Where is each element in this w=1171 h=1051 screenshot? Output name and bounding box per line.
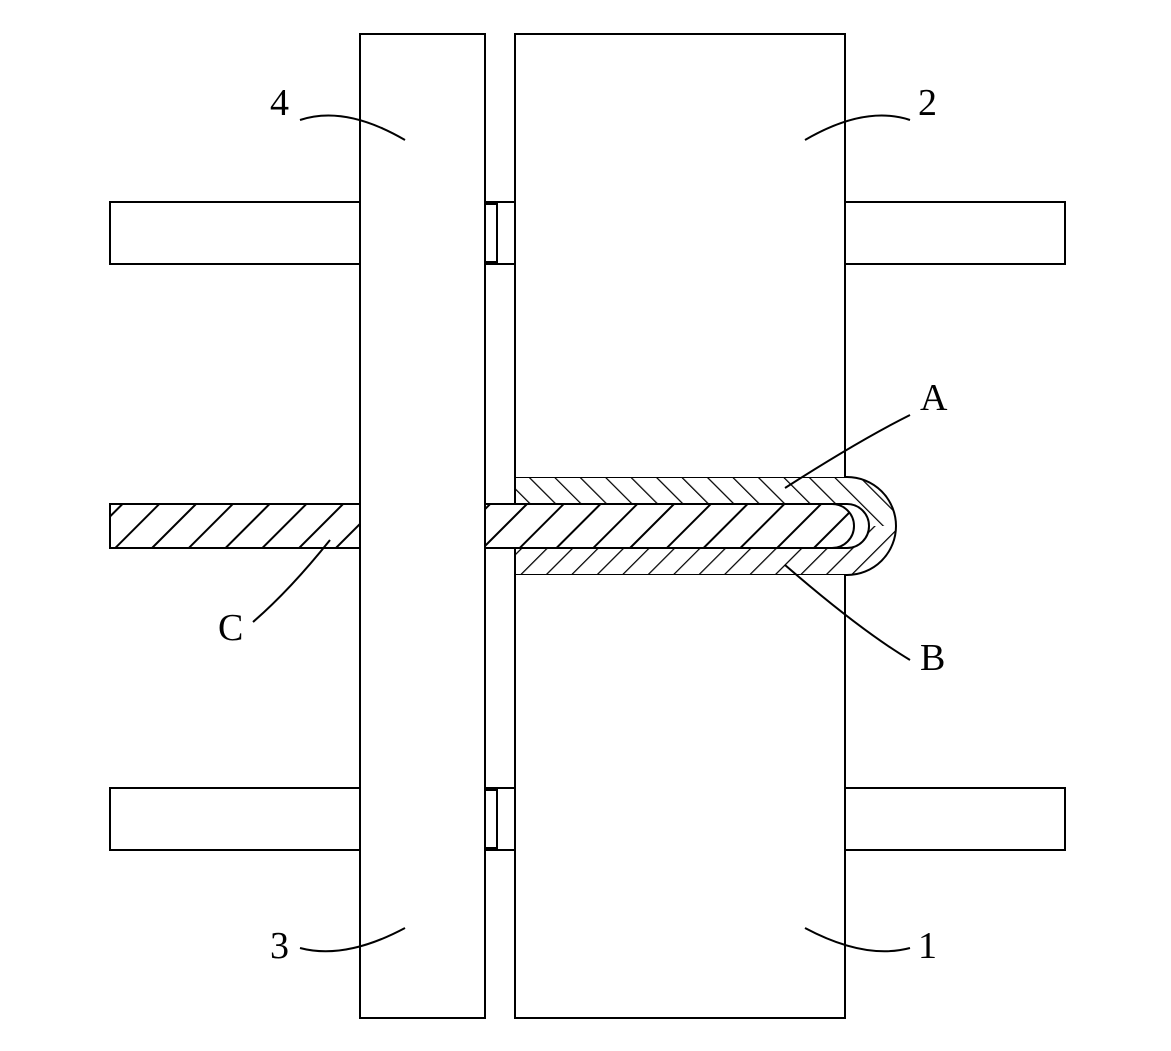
right-wide-column-lower — [515, 575, 845, 1018]
label-l4-text: 4 — [270, 82, 289, 124]
tab-bottom-left — [485, 790, 497, 848]
label-l3-text: 3 — [270, 925, 289, 967]
label-l2-text: 2 — [918, 82, 937, 124]
left-narrow-column — [360, 34, 485, 1018]
label-lB-text: B — [920, 637, 945, 679]
tab-top-left — [485, 204, 497, 262]
label-l1-text: 1 — [918, 925, 937, 967]
label-lA-text: A — [920, 377, 948, 419]
label-lC-text: C — [218, 607, 243, 649]
right-wide-column-upper — [515, 34, 845, 477]
label-lC-leader — [253, 540, 330, 622]
